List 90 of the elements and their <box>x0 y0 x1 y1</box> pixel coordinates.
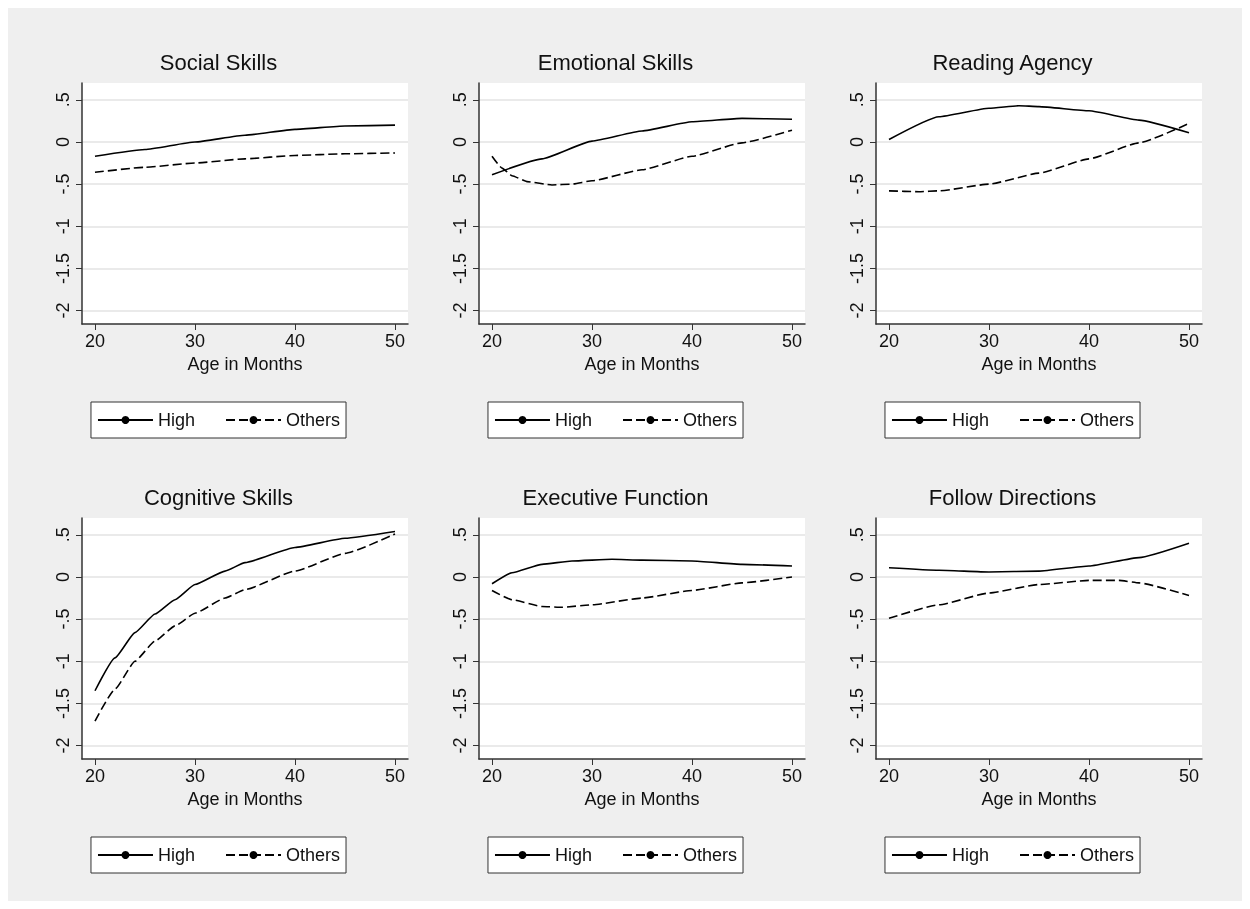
x-tick-label: 20 <box>84 766 106 786</box>
x-tick-label: 40 <box>1078 331 1100 351</box>
y-tick-label: -.5 <box>847 608 867 630</box>
x-tick-label: 20 <box>878 331 900 351</box>
y-tick-label: -.5 <box>53 173 73 195</box>
y-tick-label: .5 <box>450 92 470 108</box>
x-tick-label: 30 <box>978 331 1000 351</box>
legend-label: High <box>951 845 990 865</box>
y-tick-label: 0 <box>847 571 867 582</box>
chart-title: Emotional Skills <box>537 49 694 75</box>
x-tick-label: 50 <box>781 766 803 786</box>
y-tick-label: 0 <box>847 136 867 147</box>
x-tick-label: 30 <box>581 331 603 351</box>
legend-label: High <box>554 845 593 865</box>
legend-label: Others <box>1080 410 1135 430</box>
y-tick-label: -2 <box>53 302 73 319</box>
y-tick-label: -1.5 <box>847 687 867 719</box>
legend-label: Others <box>286 410 341 430</box>
line-series <box>94 152 396 174</box>
x-tick-label: 20 <box>481 766 503 786</box>
y-tick-label: -2 <box>847 737 867 754</box>
x-tick-label: 30 <box>184 766 206 786</box>
x-tick-label: 50 <box>384 331 406 351</box>
x-tick-label: 50 <box>1178 331 1200 351</box>
legend-label: Others <box>683 845 738 865</box>
chart-title: Follow Directions <box>928 484 1097 510</box>
x-tick-label: 20 <box>878 766 900 786</box>
x-axis-title: Age in Months <box>584 788 700 809</box>
legend-label: High <box>157 845 196 865</box>
y-tick-label: -1 <box>53 653 73 670</box>
y-tick-label: -2 <box>450 302 470 319</box>
y-tick-label: -.5 <box>450 608 470 630</box>
x-axis-title: Age in Months <box>981 788 1097 809</box>
y-tick-label: 0 <box>53 136 73 147</box>
y-tick-label: -2 <box>847 302 867 319</box>
chart-title: Executive Function <box>522 484 709 510</box>
y-tick-label: -1.5 <box>450 252 470 284</box>
y-tick-label: .5 <box>450 527 470 543</box>
y-tick-label: 0 <box>450 571 470 582</box>
x-axis-title: Age in Months <box>584 353 700 374</box>
line-series <box>491 558 793 585</box>
x-tick-label: 30 <box>978 766 1000 786</box>
x-tick-label: 40 <box>284 766 306 786</box>
x-tick-label: 50 <box>384 766 406 786</box>
chart-title: Cognitive Skills <box>143 484 294 510</box>
x-tick-label: 30 <box>184 331 206 351</box>
y-tick-label: -1.5 <box>53 252 73 284</box>
x-tick-label: 40 <box>681 766 703 786</box>
chart-title: Reading Agency <box>932 49 1093 75</box>
x-tick-label: 40 <box>284 331 306 351</box>
y-tick-label: -2 <box>53 737 73 754</box>
x-axis-title: Age in Months <box>187 353 303 374</box>
line-series <box>888 542 1190 573</box>
y-tick-label: -1.5 <box>847 252 867 284</box>
x-tick-label: 20 <box>481 331 503 351</box>
y-tick-label: -1 <box>450 218 470 235</box>
y-tick-label: 0 <box>53 571 73 582</box>
x-tick-label: 40 <box>681 331 703 351</box>
y-tick-label: .5 <box>847 92 867 108</box>
legend-label: Others <box>1080 845 1135 865</box>
y-tick-label: -1 <box>53 218 73 235</box>
x-tick-label: 40 <box>1078 766 1100 786</box>
line-series <box>888 579 1190 620</box>
y-tick-label: -1.5 <box>53 687 73 719</box>
y-tick-label: -1.5 <box>450 687 470 719</box>
y-tick-label: -1 <box>847 653 867 670</box>
legend-label: Others <box>286 845 341 865</box>
y-tick-label: 0 <box>450 136 470 147</box>
legend-label: High <box>554 410 593 430</box>
x-axis-title: Age in Months <box>187 788 303 809</box>
legend-label: Others <box>683 410 738 430</box>
y-tick-label: -1 <box>847 218 867 235</box>
chart-title: Social Skills <box>159 49 278 75</box>
y-tick-label: -.5 <box>450 173 470 195</box>
x-axis-title: Age in Months <box>981 353 1097 374</box>
x-tick-label: 20 <box>84 331 106 351</box>
x-tick-label: 50 <box>1178 766 1200 786</box>
y-tick-label: .5 <box>53 527 73 543</box>
y-tick-label: .5 <box>847 527 867 543</box>
line-series <box>491 576 793 609</box>
legend-label: High <box>951 410 990 430</box>
line-series <box>94 124 396 158</box>
y-tick-label: -2 <box>450 737 470 754</box>
x-tick-label: 30 <box>581 766 603 786</box>
y-tick-label: -.5 <box>53 608 73 630</box>
y-tick-label: .5 <box>53 92 73 108</box>
y-tick-label: -1 <box>450 653 470 670</box>
legend-label: High <box>157 410 196 430</box>
x-tick-label: 50 <box>781 331 803 351</box>
y-tick-label: -.5 <box>847 173 867 195</box>
